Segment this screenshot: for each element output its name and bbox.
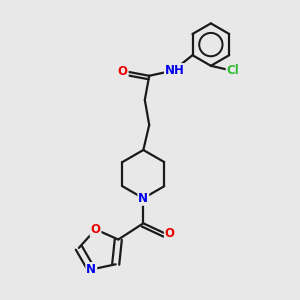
Text: NH: NH bbox=[165, 64, 185, 77]
Text: O: O bbox=[91, 223, 100, 236]
Text: N: N bbox=[138, 192, 148, 205]
Text: O: O bbox=[165, 227, 175, 240]
Text: O: O bbox=[118, 65, 128, 78]
Text: N: N bbox=[86, 263, 96, 276]
Text: Cl: Cl bbox=[226, 64, 239, 77]
